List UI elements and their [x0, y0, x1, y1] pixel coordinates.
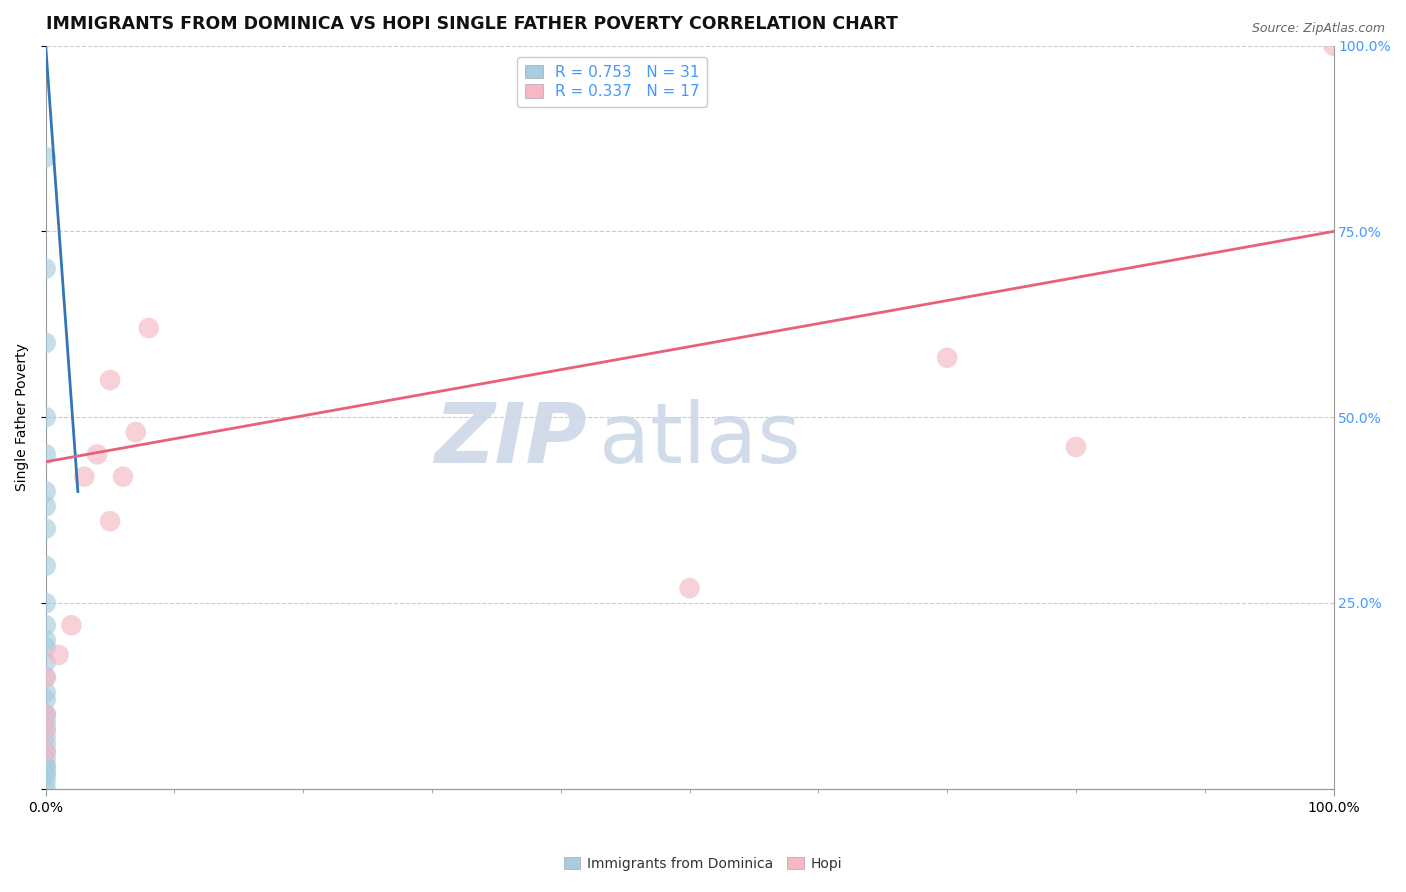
- Point: [34, 774, 56, 789]
- Point: [34, 640, 56, 655]
- Point: [1064, 440, 1087, 454]
- Point: [34, 500, 56, 514]
- Point: [34, 723, 56, 737]
- Point: [34, 707, 56, 722]
- Point: [936, 351, 959, 365]
- Point: [86, 447, 108, 461]
- Point: [34, 656, 56, 670]
- Legend: R = 0.753   N = 31, R = 0.337   N = 17: R = 0.753 N = 31, R = 0.337 N = 17: [517, 57, 707, 107]
- Point: [111, 469, 134, 483]
- Point: [34, 759, 56, 773]
- Text: atlas: atlas: [599, 399, 801, 480]
- Point: [98, 514, 121, 528]
- Point: [34, 522, 56, 536]
- Point: [34, 767, 56, 781]
- Point: [34, 767, 56, 781]
- Point: [34, 685, 56, 699]
- Point: [34, 261, 56, 276]
- Point: [34, 730, 56, 744]
- Point: [60, 618, 83, 632]
- Point: [34, 618, 56, 632]
- Point: [34, 707, 56, 722]
- Point: [34, 670, 56, 684]
- Text: Source: ZipAtlas.com: Source: ZipAtlas.com: [1251, 22, 1385, 36]
- Point: [1322, 38, 1344, 53]
- Point: [34, 558, 56, 573]
- Point: [34, 150, 56, 164]
- Point: [34, 745, 56, 759]
- Point: [34, 781, 56, 796]
- Point: [48, 648, 70, 662]
- Point: [34, 737, 56, 751]
- Point: [34, 714, 56, 729]
- Point: [138, 321, 160, 335]
- Point: [34, 335, 56, 350]
- Text: ZIP: ZIP: [434, 399, 586, 480]
- Point: [34, 633, 56, 648]
- Point: [34, 410, 56, 425]
- Legend: Immigrants from Dominica, Hopi: Immigrants from Dominica, Hopi: [558, 851, 848, 876]
- Point: [34, 759, 56, 773]
- Point: [34, 723, 56, 737]
- Point: [98, 373, 121, 387]
- Text: IMMIGRANTS FROM DOMINICA VS HOPI SINGLE FATHER POVERTY CORRELATION CHART: IMMIGRANTS FROM DOMINICA VS HOPI SINGLE …: [45, 15, 897, 33]
- Point: [125, 425, 148, 439]
- Point: [34, 484, 56, 499]
- Point: [34, 692, 56, 706]
- Point: [678, 581, 700, 595]
- Point: [34, 707, 56, 722]
- Point: [34, 745, 56, 759]
- Y-axis label: Single Father Poverty: Single Father Poverty: [15, 343, 30, 491]
- Point: [73, 469, 96, 483]
- Point: [34, 596, 56, 610]
- Point: [34, 670, 56, 684]
- Point: [34, 447, 56, 461]
- Point: [34, 752, 56, 766]
